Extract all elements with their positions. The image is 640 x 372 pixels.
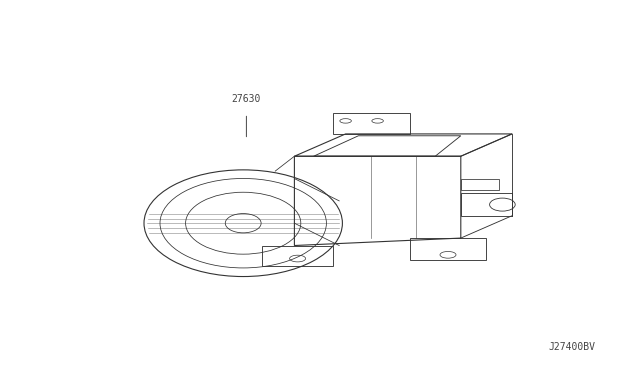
Text: J27400BV: J27400BV [548,341,595,352]
Text: 27630: 27630 [232,94,261,104]
